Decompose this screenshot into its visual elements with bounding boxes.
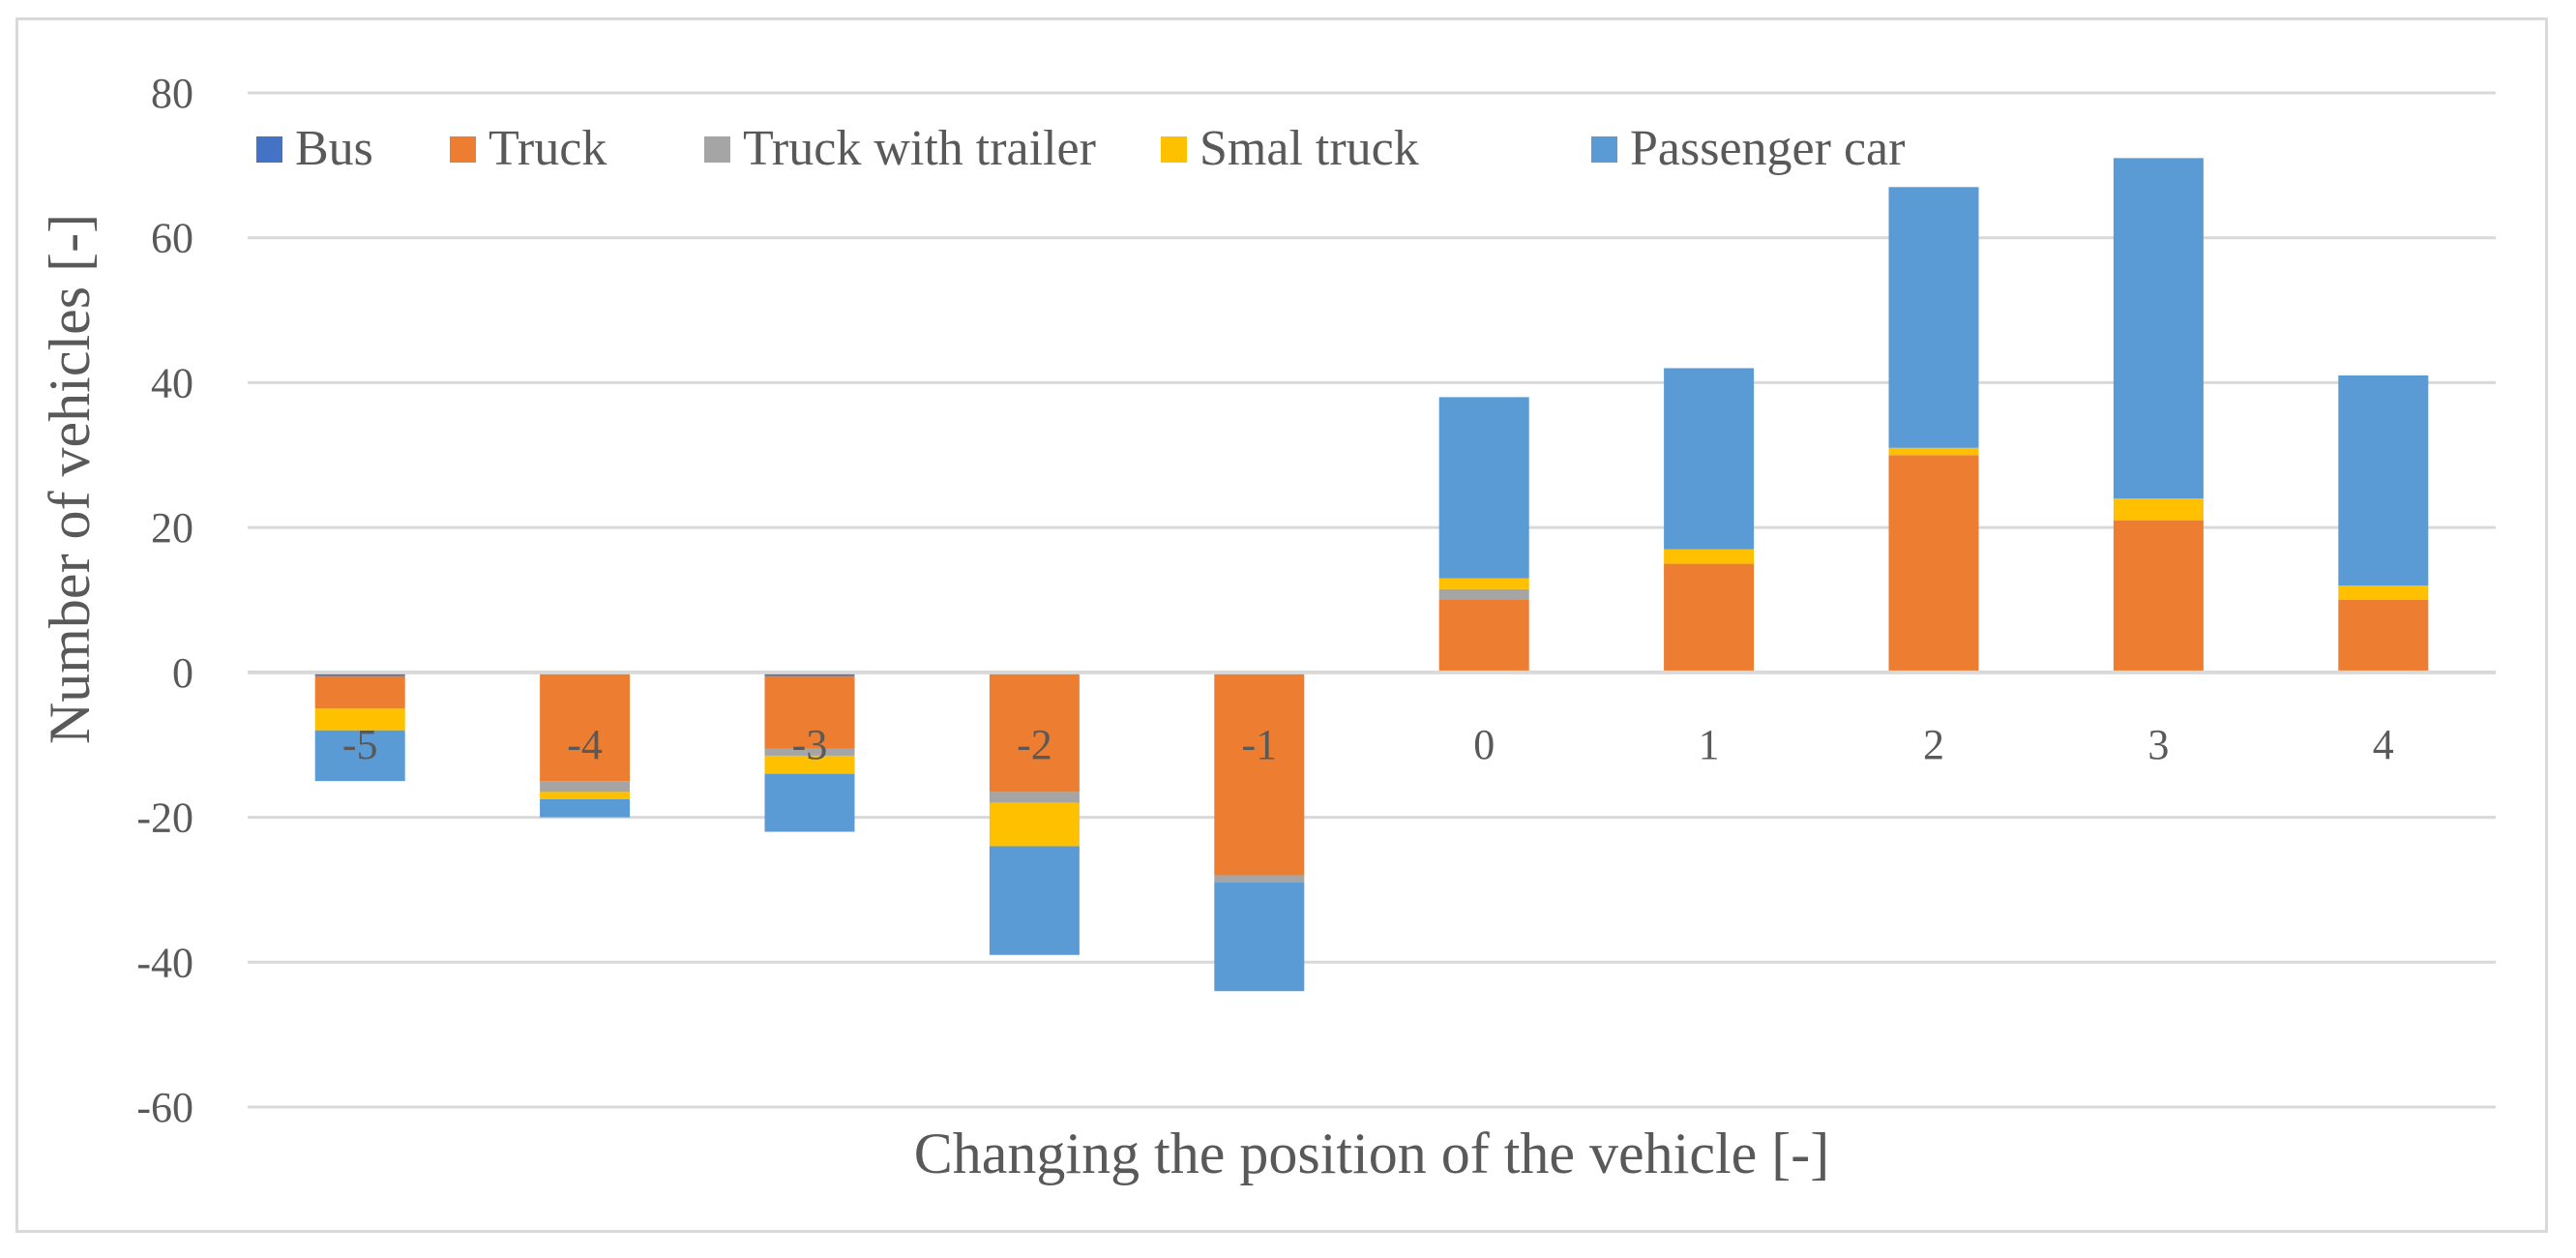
legend-label: Truck with trailer xyxy=(743,121,1096,176)
bar-segment-truck-with-trailer xyxy=(989,792,1080,803)
bar-segment-passenger-car xyxy=(2113,158,2204,499)
bar-segment-passenger-car xyxy=(1888,187,1979,448)
bar-segment-truck xyxy=(314,675,405,709)
y-axis-ticks: -60 -40 -20 0 20 40 60 80 xyxy=(136,70,193,1131)
bar-segment-smal-truck xyxy=(764,755,855,774)
bars xyxy=(314,158,2429,992)
bar-segment-truck xyxy=(1438,600,1529,673)
bar-segment-smal-truck xyxy=(2113,498,2204,521)
x-category-label: -3 xyxy=(792,721,828,768)
y-tick-label: -60 xyxy=(136,1084,193,1131)
bar-segment-truck xyxy=(2113,520,2204,673)
x-category-label: -2 xyxy=(1017,721,1052,768)
bar-segment-smal-truck xyxy=(540,792,631,799)
bar-segment-truck xyxy=(2338,600,2429,673)
y-tick-label: 80 xyxy=(151,70,193,117)
x-axis-title: Changing the position of the vehicle [-] xyxy=(914,1122,1829,1185)
x-category-label: 1 xyxy=(1699,721,1720,768)
y-tick-label: 40 xyxy=(151,359,193,406)
x-category-label: -4 xyxy=(567,721,603,768)
x-category-label: -1 xyxy=(1241,721,1277,768)
legend-swatch xyxy=(450,136,476,163)
bar-segment-smal-truck xyxy=(989,802,1080,847)
bar-segment-passenger-car xyxy=(1664,368,1755,550)
bar-segment-truck xyxy=(1888,455,1979,673)
legend-swatch xyxy=(1161,136,1187,163)
x-category-label: -5 xyxy=(342,721,378,768)
bar-segment-truck xyxy=(989,672,1080,793)
bar-segment-truck-with-trailer xyxy=(540,781,631,793)
legend-label: Bus xyxy=(295,121,373,176)
bar-segment-smal-truck xyxy=(1664,549,1755,564)
bar-segment-passenger-car xyxy=(314,730,405,782)
y-tick-label: -20 xyxy=(136,794,193,842)
bar-segment-truck-with-trailer xyxy=(764,748,855,756)
bar-segment-truck-with-trailer xyxy=(1438,588,1529,600)
y-axis-title: Number of vehicles [-] xyxy=(38,214,102,744)
x-category-label: 4 xyxy=(2373,721,2394,768)
x-category-label: 0 xyxy=(1473,721,1495,768)
y-tick-label: -40 xyxy=(136,939,193,986)
legend-swatch xyxy=(704,136,730,163)
y-tick-label: 20 xyxy=(151,504,193,552)
y-tick-label: 0 xyxy=(172,649,193,697)
x-axis-category-labels: -5 -4 -3 -2 -1 0 1 2 3 4 xyxy=(342,721,2394,768)
legend-label: Truck xyxy=(489,121,607,176)
legend: Bus Truck Truck with trailer Smal truck Pass… xyxy=(256,121,1905,176)
bar-segment-smal-truck xyxy=(314,708,405,731)
bar-segment-passenger-car xyxy=(764,773,855,832)
bar-segment-truck xyxy=(1214,672,1305,876)
bar-segment-truck-with-trailer xyxy=(1214,875,1305,883)
legend-label: Smal truck xyxy=(1199,121,1419,176)
legend-label: Passenger car xyxy=(1630,121,1905,176)
bar-segment-smal-truck xyxy=(1438,578,1529,589)
x-category-label: 2 xyxy=(1923,721,1944,768)
legend-swatch xyxy=(1591,136,1617,163)
y-tick-label: 60 xyxy=(151,215,193,262)
bar-segment-truck xyxy=(764,675,855,749)
bar-segment-truck xyxy=(1664,563,1755,673)
bar-segment-passenger-car xyxy=(989,846,1080,955)
bar-segment-smal-truck xyxy=(1888,447,1979,456)
bar-segment-passenger-car xyxy=(2338,374,2429,586)
x-category-label: 3 xyxy=(2147,721,2169,768)
bar-segment-passenger-car xyxy=(1214,882,1305,992)
bar-segment-passenger-car xyxy=(540,798,631,818)
legend-swatch xyxy=(256,136,282,163)
bar-segment-passenger-car xyxy=(1438,397,1529,579)
bar-segment-truck xyxy=(540,672,631,782)
bar-segment-smal-truck xyxy=(2338,585,2429,600)
